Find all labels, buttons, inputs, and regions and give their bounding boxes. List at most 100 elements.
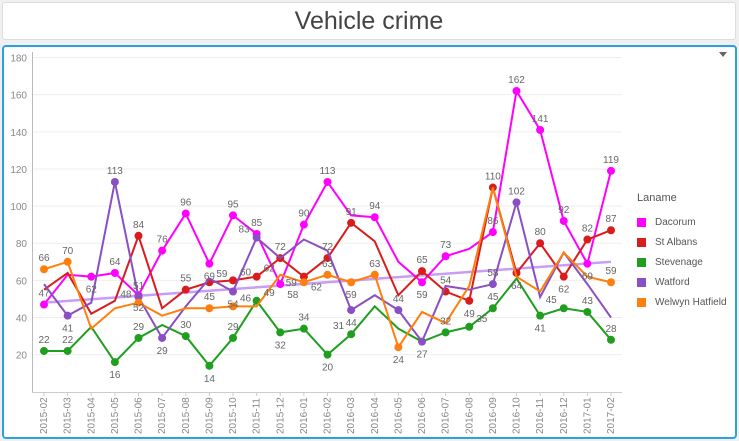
x-tick-label: 2015-02 [39,397,50,434]
data-point [536,125,545,134]
data-label: 72 [322,242,334,253]
data-label: 48 [120,290,132,301]
x-tick-label: 2017-02 [606,397,617,434]
x-tick-label: 2016-11 [535,398,546,434]
data-point [488,304,497,313]
data-point [181,332,190,341]
data-label: 96 [180,198,192,209]
data-label: 44 [346,318,358,329]
y-tick-label: 100 [10,202,27,213]
data-label: 34 [298,313,310,324]
y-tick-label: 140 [10,128,27,139]
legend-swatch [637,237,646,247]
data-label: 20 [322,363,334,374]
x-tick-label: 2016-12 [559,397,570,434]
data-label: 59 [416,290,428,301]
legend-item[interactable]: Welwyn Hatfield [637,292,727,312]
data-labels: 6647227041226211364168452514829762996553… [38,75,619,385]
data-label: 119 [603,155,619,166]
series-welwyn-hatfield [40,187,615,352]
data-label: 14 [204,374,216,385]
data-point [229,333,237,342]
data-point [441,252,450,261]
data-point [229,302,237,311]
x-tick-label: 2015-04 [86,397,97,434]
y-tick-label: 20 [16,351,28,362]
data-label: 32 [275,340,287,351]
data-label: 84 [133,220,145,231]
data-label: 16 [109,370,121,381]
y-tick-label: 40 [16,314,28,325]
x-tick-label: 2016-08 [464,397,475,434]
data-label: 80 [535,227,547,238]
x-tick-label: 2015-11 [252,398,263,434]
data-point [536,239,545,248]
data-point [559,272,568,281]
data-point [299,220,308,229]
data-label: 31 [333,321,345,332]
data-label: 113 [107,166,123,177]
data-point [252,233,261,242]
data-point [394,343,403,352]
data-point [110,358,119,367]
data-label: 29 [157,346,169,357]
data-point [488,228,497,237]
data-label: 62 [86,285,98,296]
x-tick-label: 2017-01 [582,397,593,434]
data-label: 45 [546,295,558,306]
data-label: 85 [251,218,263,229]
chart-panel [2,45,737,439]
y-tick-label: 60 [16,276,28,287]
data-label: 113 [320,166,336,177]
data-label: 94 [369,201,381,212]
data-point [181,285,190,294]
data-point [347,218,356,227]
legend-label: Watford [655,276,690,288]
data-label: 45 [204,292,216,303]
x-tick-label: 2016-04 [370,397,381,434]
data-label: 64 [511,281,523,292]
x-tick-label: 2016-10 [512,397,523,434]
data-point [512,198,521,207]
data-label: 63 [322,259,334,270]
title-bar: Vehicle crime [2,2,736,40]
legend-item[interactable]: Stevenage [637,252,727,272]
data-point [418,278,426,287]
data-label: 90 [298,209,310,220]
x-tick-label: 2016-05 [393,397,404,434]
data-point [229,276,237,285]
legend-item[interactable]: St Albans [637,232,727,252]
data-point [536,311,545,320]
data-label: 72 [275,242,287,253]
data-label: 73 [440,240,452,251]
data-label: 141 [532,114,549,125]
data-label: 86 [487,216,499,227]
data-label: 51 [133,281,145,292]
data-point [299,278,308,287]
data-point [488,280,497,289]
legend-title: Laname [637,192,677,204]
data-label: 59 [605,266,617,277]
data-point [110,268,119,277]
data-label: 83 [239,225,251,236]
data-label: 54 [227,300,239,311]
data-label: 45 [487,292,499,303]
data-label: 82 [582,224,594,235]
data-point [583,259,592,268]
legend-item[interactable]: Watford [637,272,727,292]
legend-label: St Albans [655,236,698,248]
data-label: 62 [558,285,570,296]
data-label: 27 [416,350,428,361]
data-label: 95 [227,199,239,210]
data-point [418,267,426,276]
data-point [347,278,356,287]
data-label: 35 [476,314,488,325]
legend-item[interactable]: Dacorum [637,212,727,232]
legend: Laname Dacorum St Albans Stevenage Watford W… [637,192,727,312]
data-label: 28 [605,324,617,335]
chart-menu-dropdown-icon[interactable] [719,52,727,57]
data-point [370,213,379,222]
x-tick-label: 2015-03 [63,397,74,434]
data-point [134,298,143,307]
data-point [40,300,48,309]
